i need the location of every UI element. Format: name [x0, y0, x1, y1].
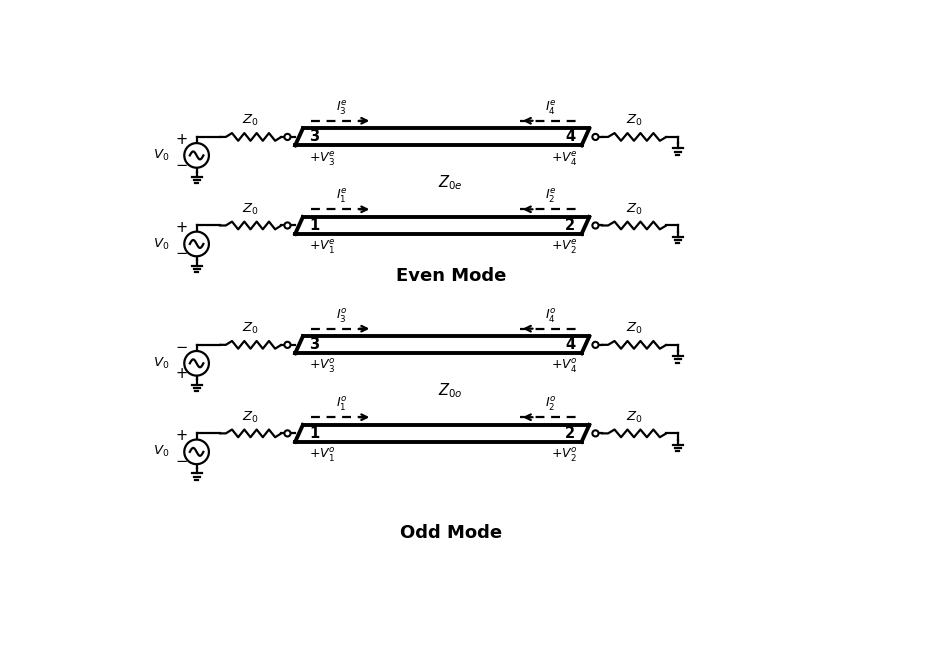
Text: $Z_0$: $Z_0$ — [242, 113, 259, 129]
Text: $I_1^e$: $I_1^e$ — [336, 188, 347, 206]
Text: $I_1^o$: $I_1^o$ — [336, 396, 347, 413]
Text: $+V_4^o$: $+V_4^o$ — [551, 358, 578, 375]
Circle shape — [284, 223, 291, 228]
Text: 3: 3 — [309, 337, 319, 353]
Text: −: − — [175, 247, 188, 261]
Text: $Z_0$: $Z_0$ — [242, 202, 259, 217]
Text: $I_3^o$: $I_3^o$ — [336, 307, 347, 325]
Text: $I_3^e$: $I_3^e$ — [336, 100, 347, 117]
Text: $+V_2^e$: $+V_2^e$ — [551, 239, 578, 256]
Text: $I_4^o$: $I_4^o$ — [545, 307, 556, 325]
Text: $I_2^o$: $I_2^o$ — [545, 396, 556, 413]
Text: +: + — [175, 132, 188, 147]
Circle shape — [593, 430, 598, 437]
Circle shape — [284, 134, 291, 140]
Text: 2: 2 — [566, 218, 575, 233]
Text: $Z_0$: $Z_0$ — [626, 410, 643, 425]
Text: Even Mode: Even Mode — [396, 267, 506, 285]
Text: $+V_3^e$: $+V_3^e$ — [309, 150, 336, 168]
Text: $Z_0$: $Z_0$ — [626, 113, 643, 129]
Text: 1: 1 — [309, 218, 319, 233]
Text: $+V_1^e$: $+V_1^e$ — [309, 239, 336, 256]
Text: $V_0$: $V_0$ — [153, 236, 170, 252]
Text: $+V_4^e$: $+V_4^e$ — [551, 150, 578, 168]
Text: $V_0$: $V_0$ — [153, 444, 170, 459]
Text: $Z_{0o}$: $Z_{0o}$ — [438, 382, 463, 400]
Text: $+V_3^o$: $+V_3^o$ — [309, 358, 336, 375]
Text: $+V_1^o$: $+V_1^o$ — [309, 446, 336, 464]
Circle shape — [593, 134, 598, 140]
Circle shape — [284, 430, 291, 437]
Text: +: + — [175, 220, 188, 236]
Text: +: + — [175, 428, 188, 443]
Text: +: + — [175, 366, 188, 381]
Circle shape — [184, 232, 209, 256]
Text: 1: 1 — [309, 426, 319, 441]
Text: $Z_{0e}$: $Z_{0e}$ — [438, 174, 463, 192]
Text: $Z_0$: $Z_0$ — [242, 410, 259, 425]
Circle shape — [284, 342, 291, 348]
Text: $Z_0$: $Z_0$ — [242, 322, 259, 336]
Circle shape — [184, 351, 209, 376]
Text: $V_0$: $V_0$ — [153, 356, 170, 371]
Text: $Z_0$: $Z_0$ — [626, 322, 643, 336]
Text: 4: 4 — [566, 129, 575, 144]
Circle shape — [184, 439, 209, 464]
Text: 3: 3 — [309, 129, 319, 144]
Text: $I_4^e$: $I_4^e$ — [545, 100, 556, 117]
Text: $Z_0$: $Z_0$ — [626, 202, 643, 217]
Text: 4: 4 — [566, 337, 575, 353]
Text: $V_0$: $V_0$ — [153, 148, 170, 163]
Circle shape — [593, 223, 598, 228]
Text: $I_2^e$: $I_2^e$ — [545, 188, 556, 206]
Text: 2: 2 — [566, 426, 575, 441]
Text: −: − — [175, 340, 188, 355]
Text: −: − — [175, 158, 188, 173]
Text: $+V_2^o$: $+V_2^o$ — [551, 446, 578, 464]
Circle shape — [593, 342, 598, 348]
Circle shape — [184, 143, 209, 168]
Text: −: − — [175, 454, 188, 469]
Text: Odd Mode: Odd Mode — [400, 525, 502, 542]
